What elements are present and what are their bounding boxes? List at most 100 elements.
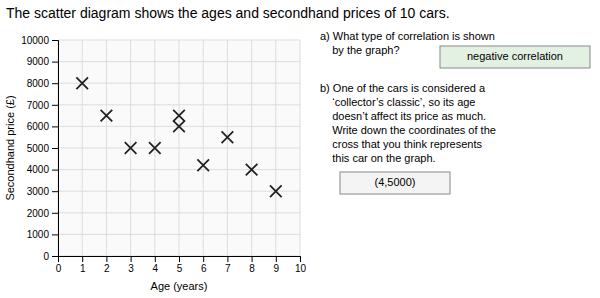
tick-label: 6 (201, 263, 207, 274)
tick: 1000 (27, 229, 58, 240)
axis-line (59, 257, 301, 263)
point (125, 142, 137, 154)
tick: 9 (274, 256, 280, 274)
tick-mark (252, 256, 253, 262)
tick: 8 (249, 256, 255, 274)
question-b-line: this car on the graph. (320, 152, 436, 164)
answer-b-box (340, 172, 450, 194)
question-b-line: doesn’t affect its price as much. (320, 110, 486, 122)
point (173, 121, 185, 133)
plot-background (58, 40, 300, 256)
tick-label: 10000 (21, 35, 49, 46)
tick: 4 (153, 256, 159, 274)
tick-label: 6000 (27, 121, 50, 132)
tick-label: 1 (80, 263, 86, 274)
tick-mark (52, 126, 58, 127)
tick-label: 2000 (27, 208, 50, 219)
tick-label: 5 (177, 263, 183, 274)
tick-label: 10 (295, 263, 307, 274)
tick: 5000 (27, 143, 58, 154)
point (270, 185, 282, 197)
x-axis-label: Age (years) (151, 280, 208, 292)
tick-mark (52, 213, 58, 214)
answer-a-box (440, 46, 590, 68)
tick-label: 7000 (27, 100, 50, 111)
x-axis: 012345678910 (56, 256, 307, 274)
tick-mark (82, 256, 83, 262)
point (246, 164, 258, 176)
point (76, 77, 88, 89)
grid-line-y (58, 234, 300, 235)
tick-label: 5000 (27, 143, 50, 154)
tick: 9000 (27, 56, 58, 67)
grid-line-y (58, 61, 300, 62)
tick: 0 (43, 251, 58, 262)
question-a-line: by the graph? (320, 44, 400, 56)
tick-label: 9000 (27, 56, 50, 67)
tick-mark (52, 191, 58, 192)
tick-mark (300, 256, 301, 262)
tick-label: 9 (274, 263, 280, 274)
tick-mark (52, 170, 58, 171)
tick: 5 (177, 256, 183, 274)
grid-line-y (58, 104, 300, 105)
tick: 6 (201, 256, 207, 274)
question-b-line: cross that you think represents (320, 138, 483, 150)
question-b-line: b) One of the cars is considered a (320, 82, 486, 94)
tick-mark (52, 62, 58, 63)
y-axis: 0 1000 2000 3000 4000 5000 6000 7000 8000 9000 100… (21, 35, 58, 262)
tick: 7 (225, 256, 231, 274)
tick: 6000 (27, 121, 58, 132)
tick-label: 1000 (27, 229, 50, 240)
tick-label: 0 (43, 251, 49, 262)
question-b-line: ‘collector’s classic’, so its age (320, 96, 475, 108)
tick: 3 (128, 256, 134, 274)
tick: 2 (104, 256, 110, 274)
tick-mark (155, 256, 156, 262)
question-a-line: a) What type of correlation is shown (320, 30, 495, 42)
tick: 8000 (27, 78, 58, 89)
tick-label: 7 (225, 263, 231, 274)
question-b: b) One of the cars is considered a ‘coll… (320, 82, 496, 164)
tick-mark (52, 256, 58, 257)
tick-mark (52, 83, 58, 84)
tick-label: 2 (104, 263, 110, 274)
tick-label: 8 (249, 263, 255, 274)
answer-a: negative correlation (467, 50, 563, 62)
grid-line-y (58, 191, 300, 192)
tick-mark (276, 256, 277, 262)
tick-label: 3000 (27, 186, 50, 197)
tick-mark (179, 256, 180, 262)
tick-label: 8000 (27, 78, 50, 89)
tick-label: 3 (128, 263, 134, 274)
tick-mark (106, 256, 107, 262)
tick-mark (203, 256, 204, 262)
question-b-line: Write down the coordinates of the (320, 124, 496, 136)
tick: 1 (80, 256, 86, 274)
tick: 4000 (27, 164, 58, 175)
tick-label: 4000 (27, 164, 50, 175)
tick: 10 (295, 256, 307, 274)
tick-label: 4 (153, 263, 159, 274)
grid (58, 40, 300, 256)
tick: 7000 (27, 100, 58, 111)
tick: 2000 (27, 208, 58, 219)
point (197, 159, 209, 171)
points (76, 77, 281, 197)
tick-mark (227, 256, 228, 262)
grid-line-y (58, 83, 300, 84)
grid-line-y (58, 40, 300, 41)
tick-mark (52, 40, 58, 41)
tick-mark (52, 105, 58, 106)
grid-line-y (58, 212, 300, 213)
grid-line-y (58, 169, 300, 170)
tick: 10000 (21, 35, 58, 46)
point (222, 131, 234, 143)
y-axis-label: Secondhand price (£) (4, 95, 16, 200)
point (101, 110, 113, 122)
tick-mark (52, 234, 58, 235)
tick-mark (131, 256, 132, 262)
answer-b: (4,5000) (375, 176, 416, 188)
title: The scatter diagram shows the ages and s… (6, 5, 450, 21)
tick-mark (52, 148, 58, 149)
